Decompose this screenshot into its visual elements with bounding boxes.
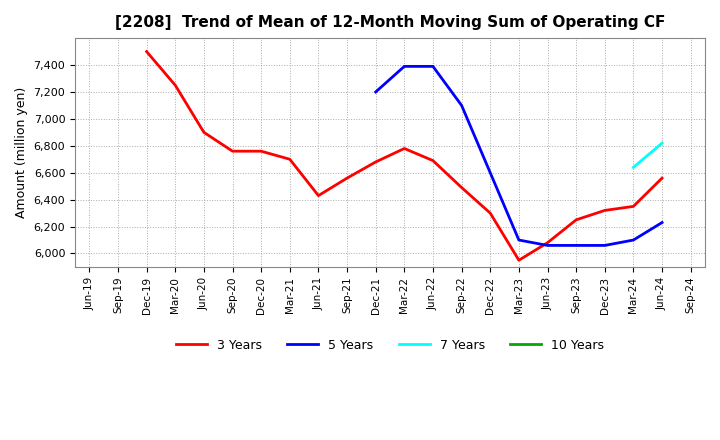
- Y-axis label: Amount (million yen): Amount (million yen): [15, 87, 28, 218]
- Title: [2208]  Trend of Mean of 12-Month Moving Sum of Operating CF: [2208] Trend of Mean of 12-Month Moving …: [114, 15, 665, 30]
- Legend: 3 Years, 5 Years, 7 Years, 10 Years: 3 Years, 5 Years, 7 Years, 10 Years: [171, 334, 609, 357]
